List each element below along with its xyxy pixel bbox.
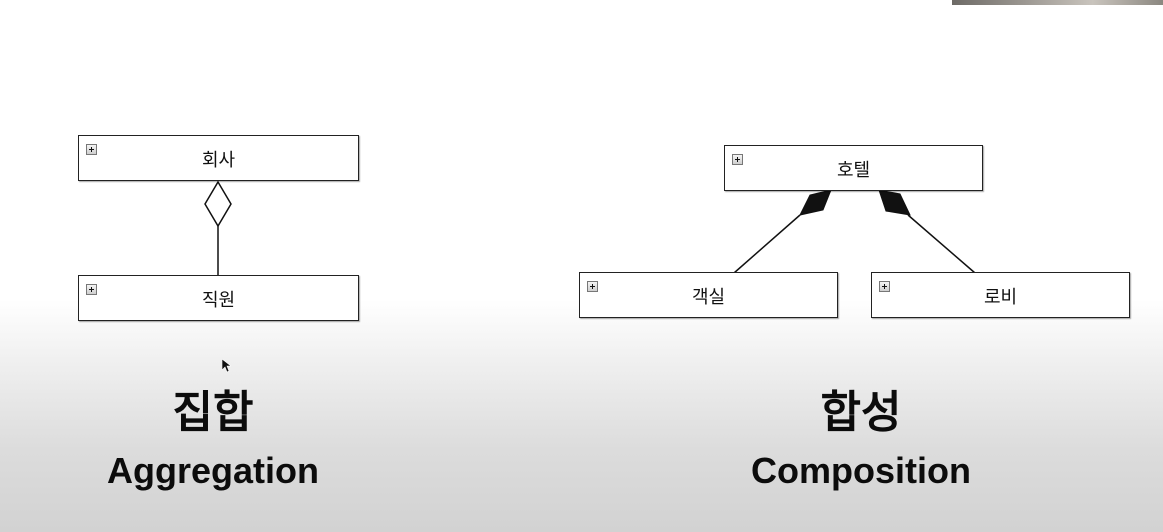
class-name: 객실 <box>691 287 726 308</box>
filled-diamond-icon <box>799 189 832 216</box>
plus-icon[interactable] <box>587 281 598 292</box>
class-name: 로비 <box>983 287 1018 308</box>
composition-caption: 합성 Composition <box>700 388 1022 492</box>
class-box-employee[interactable]: 직원 <box>78 275 359 321</box>
composition-line-right <box>907 214 976 274</box>
composition-title-ko: 합성 <box>820 387 902 438</box>
aggregation-caption: 집합 Aggregation <box>58 388 368 492</box>
class-name: 직원 <box>201 290 236 311</box>
plus-icon[interactable] <box>879 281 890 292</box>
hollow-diamond-icon <box>204 180 232 228</box>
class-box-hotel[interactable]: 호텔 <box>724 145 983 191</box>
plus-icon[interactable] <box>86 144 97 155</box>
composition-line-left <box>733 214 801 274</box>
aggregation-title-en: Aggregation <box>107 450 319 491</box>
class-name: 회사 <box>201 150 236 171</box>
aggregation-title-ko: 집합 <box>172 387 254 438</box>
video-thumbnail-strip <box>952 0 1163 5</box>
filled-diamond-icon <box>878 189 911 216</box>
class-box-room[interactable]: 객실 <box>579 272 838 318</box>
plus-icon[interactable] <box>86 284 97 295</box>
class-name: 호텔 <box>836 160 871 181</box>
plus-icon[interactable] <box>732 154 743 165</box>
class-box-company[interactable]: 회사 <box>78 135 359 181</box>
composition-title-en: Composition <box>751 450 971 491</box>
mouse-cursor-icon <box>222 359 231 373</box>
class-box-lobby[interactable]: 로비 <box>871 272 1130 318</box>
